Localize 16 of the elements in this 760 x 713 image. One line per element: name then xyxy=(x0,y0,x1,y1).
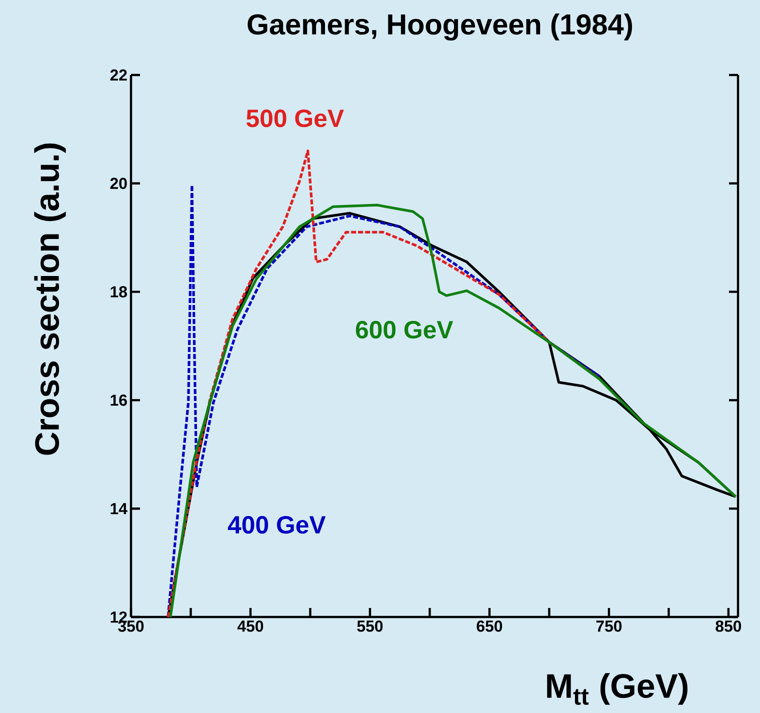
x-tick-label: 850 xyxy=(716,620,742,632)
series-label: 500 GeV xyxy=(246,110,344,128)
x-axis-title: M$_{tt}$ (GeV) xyxy=(547,673,688,705)
y-tick-label: 14 xyxy=(110,503,128,514)
series-label: 600 GeV xyxy=(356,320,454,339)
x-tick-label: 750 xyxy=(596,620,622,632)
y-tick-label: 18 xyxy=(110,286,127,298)
x-tick-label: 450 xyxy=(237,620,264,632)
y-tick-label: 20 xyxy=(110,178,127,190)
y-axis-title: Cross section (a.u.) xyxy=(34,144,66,455)
series-label: 400 GeV xyxy=(228,516,326,534)
x-tick-label: 650 xyxy=(476,620,502,632)
y-tick-label: 22 xyxy=(110,69,127,81)
y-tick-label: 16 xyxy=(110,394,127,406)
chart-title: Gaemers, Hoogeveen (1984) xyxy=(248,13,632,41)
x-tick-label: 550 xyxy=(357,620,383,632)
